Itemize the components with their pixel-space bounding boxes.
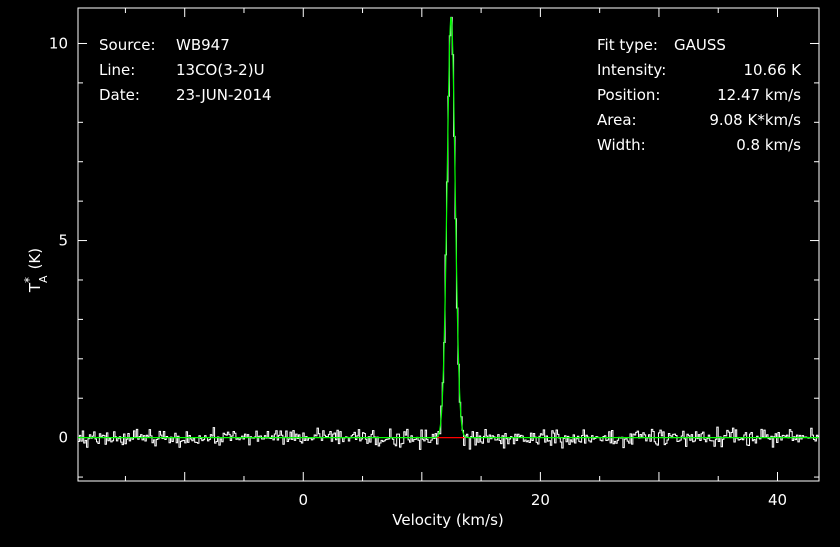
plot-frame (77, 7, 820, 482)
x-axis-label: Velocity (km/s) (392, 511, 503, 529)
x-tick-label: 20 (531, 491, 550, 509)
fit-value: 12.47 km/s (717, 86, 801, 104)
x-tick-label: 40 (768, 491, 787, 509)
fit-key: Area: (597, 111, 637, 129)
fit-value: 9.08 K*km/s (709, 111, 801, 129)
info-value: 23-JUN-2014 (176, 86, 272, 104)
svg-text:T*A(K): T*A (K) (22, 248, 50, 293)
gaussian-fit-line (78, 17, 819, 439)
fit-key: Intensity: (597, 61, 666, 79)
fit-key: Fit type: (597, 36, 658, 54)
fit-value: 10.66 K (743, 61, 802, 79)
y-tick-label: 0 (58, 429, 68, 447)
y-tick-label: 5 (58, 232, 68, 250)
info-key: Line: (99, 61, 135, 79)
info-value: 13CO(3-2)U (176, 61, 265, 79)
spectrum-line (78, 16, 819, 450)
x-tick-label: 0 (298, 491, 308, 509)
info-key: Source: (99, 36, 156, 54)
y-axis-label: T*A (K) (22, 248, 50, 293)
y-axis-label-subscript: A (37, 275, 50, 283)
plot-lines (78, 16, 819, 450)
fit-value: GAUSS (674, 36, 726, 54)
y-axis-label-star: * (22, 277, 36, 283)
info-value: WB947 (176, 36, 230, 54)
fit-key: Width: (597, 136, 646, 154)
axis-ticks: 0 20 40 0 5 10 (49, 8, 819, 509)
info-key: Date: (99, 86, 140, 104)
y-axis-label-symbol: T (26, 282, 44, 293)
fit-key: Position: (597, 86, 660, 104)
y-axis-label-unit: (K) (26, 248, 44, 270)
y-tick-label: 10 (49, 34, 68, 52)
info-text: Source: WB947 Line: 13CO(3-2)U Date: 23-JUN-2… (99, 36, 802, 154)
fit-value: 0.8 km/s (736, 136, 801, 154)
